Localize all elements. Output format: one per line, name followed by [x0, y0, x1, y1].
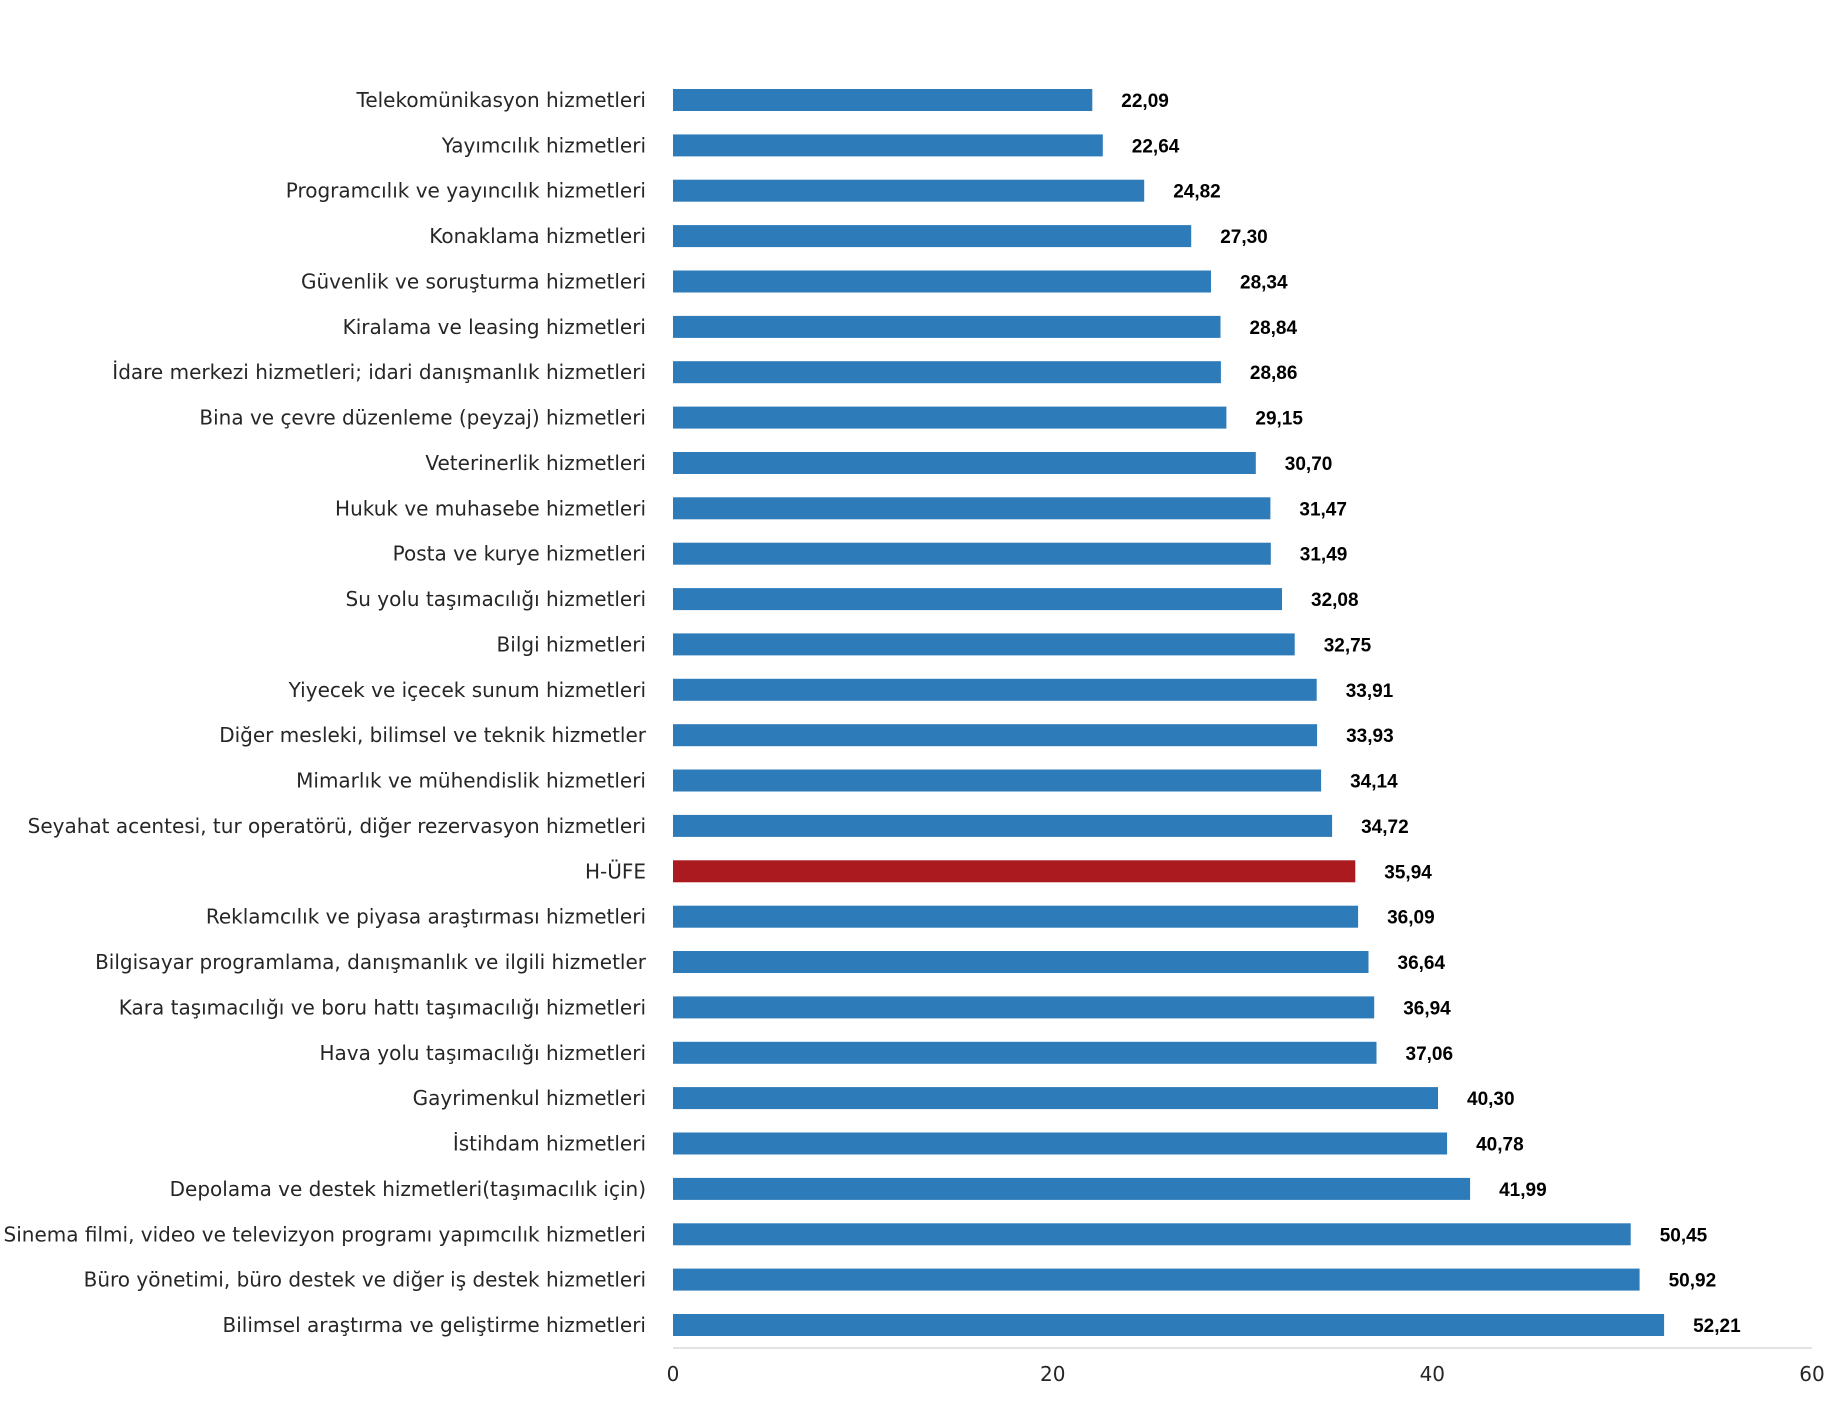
category-label: Seyahat acentesi, tur operatörü, diğer r…	[28, 814, 646, 838]
bars-layer	[673, 89, 1665, 1336]
category-label: Gayrimenkul hizmetleri	[413, 1086, 646, 1110]
category-label: Diğer mesleki, bilimsel ve teknik hizmet…	[219, 723, 647, 747]
value-label: 52,21	[1693, 1316, 1741, 1337]
bar	[673, 452, 1256, 474]
value-labels-layer: 22,09 22,64 24,82 27,30 28,34 28,84 28,86 29,15…	[1121, 91, 1741, 1337]
bar	[673, 361, 1221, 384]
category-label: Bilgisayar programlama, danışmanlık ve i…	[95, 950, 647, 974]
x-tick-label: 40	[1420, 1362, 1445, 1386]
x-tick-label: 0	[667, 1362, 680, 1386]
value-label: 32,08	[1311, 590, 1359, 611]
category-label: Kara taşımacılığı ve boru hattı taşımacı…	[119, 995, 646, 1019]
value-label: 29,15	[1255, 409, 1303, 430]
bar	[673, 724, 1318, 747]
category-label: Mimarlık ve mühendislik hizmetleri	[296, 769, 646, 793]
bar	[673, 1041, 1377, 1064]
x-tick-label: 60	[1799, 1362, 1824, 1386]
category-label: Bilgi hizmetleri	[497, 632, 646, 656]
x-tick-label: 20	[1040, 1362, 1065, 1386]
bar	[673, 134, 1103, 157]
value-label: 41,99	[1499, 1180, 1547, 1201]
value-label: 36,09	[1387, 908, 1435, 929]
category-label: Reklamcılık ve piyasa araştırması hizmet…	[206, 905, 646, 929]
value-label: 33,91	[1346, 681, 1394, 702]
value-label: 32,75	[1324, 635, 1372, 656]
bar	[673, 542, 1271, 565]
bar	[673, 996, 1375, 1019]
bar	[673, 1132, 1448, 1155]
value-label: 24,82	[1173, 182, 1221, 203]
value-label: 40,78	[1476, 1135, 1524, 1156]
category-label: Posta ve kurye hizmetleri	[393, 542, 646, 566]
x-axis-ticks: 0 20 40 60	[667, 1362, 1825, 1386]
category-label: Telekomünikasyon hizmetleri	[356, 88, 647, 112]
value-label: 28,34	[1240, 273, 1288, 294]
category-label: Bina ve çevre düzenleme (peyzaj) hizmetl…	[199, 406, 646, 430]
value-label: 50,92	[1669, 1271, 1717, 1292]
category-label: Güvenlik ve soruşturma hizmetleri	[301, 270, 646, 294]
category-label: İstihdam hizmetleri	[453, 1132, 646, 1156]
category-label: Hukuk ve muhasebe hizmetleri	[335, 496, 646, 520]
bar	[673, 315, 1221, 338]
value-label: 34,14	[1350, 772, 1398, 793]
category-label: Veterinerlik hizmetleri	[425, 451, 646, 475]
bar	[673, 905, 1359, 928]
bar	[673, 814, 1333, 837]
bar	[673, 1268, 1640, 1291]
bar	[673, 769, 1322, 792]
category-label: Bilimsel araştırma ve geliştirme hizmetl…	[223, 1313, 646, 1337]
value-label: 22,09	[1121, 91, 1169, 112]
value-label: 35,94	[1384, 862, 1432, 883]
value-label: 30,70	[1285, 454, 1333, 475]
value-label: 36,94	[1403, 998, 1451, 1019]
category-label: Su yolu taşımacılığı hizmetleri	[346, 587, 646, 611]
category-label: Sinema filmi, video ve televizyon progra…	[4, 1222, 646, 1246]
value-label: 37,06	[1406, 1044, 1454, 1065]
bar	[673, 951, 1369, 973]
bar	[673, 89, 1093, 111]
bar	[673, 1223, 1631, 1246]
category-label: Kiralama ve leasing hizmetleri	[343, 315, 646, 339]
bar	[673, 1087, 1438, 1110]
category-label: Konaklama hizmetleri	[429, 224, 646, 248]
bar	[673, 225, 1192, 248]
bar	[673, 588, 1282, 611]
bar	[673, 633, 1295, 656]
bar	[673, 1177, 1471, 1200]
bar	[673, 406, 1227, 429]
bar	[673, 497, 1271, 520]
category-label: Yiyecek ve içecek sunum hizmetleri	[288, 678, 646, 702]
category-labels-layer: Telekomünikasyon hizmetleri Yayımcılık hi…	[4, 88, 647, 1337]
value-label: 34,72	[1361, 817, 1409, 838]
category-label: Hava yolu taşımacılığı hizmetleri	[320, 1041, 647, 1065]
category-label: Depolama ve destek hizmetleri(taşımacılı…	[170, 1177, 646, 1201]
bar	[673, 270, 1211, 293]
value-label: 28,86	[1250, 363, 1298, 384]
value-label: 28,84	[1250, 318, 1298, 339]
value-label: 27,30	[1220, 227, 1268, 248]
category-label: Yayımcılık hizmetleri	[441, 133, 646, 157]
value-label: 40,30	[1467, 1089, 1515, 1110]
bar	[673, 1314, 1665, 1336]
value-label: 31,47	[1299, 499, 1347, 520]
value-label: 36,64	[1398, 953, 1446, 974]
value-label: 22,64	[1132, 136, 1180, 157]
bar	[673, 678, 1317, 701]
category-label: H-ÜFE	[585, 859, 646, 883]
category-label: İdare merkezi hizmetleri; idari danışman…	[112, 360, 646, 384]
value-label: 50,45	[1660, 1225, 1708, 1246]
value-label: 31,49	[1300, 545, 1348, 566]
value-label: 33,93	[1346, 726, 1394, 747]
bar	[673, 179, 1145, 202]
category-label: Programcılık ve yayıncılık hizmetleri	[286, 179, 646, 203]
bar-highlight	[673, 860, 1356, 883]
category-label: Büro yönetimi, büro destek ve diğer iş d…	[84, 1268, 646, 1292]
